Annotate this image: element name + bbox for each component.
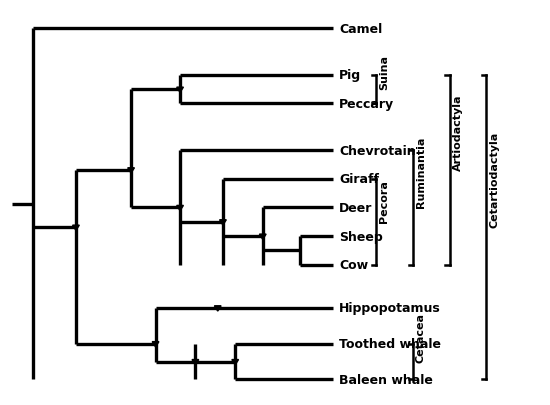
Polygon shape [219, 220, 226, 226]
Text: Chevrotain: Chevrotain [339, 144, 416, 157]
Text: Giraff: Giraff [339, 173, 380, 186]
Polygon shape [152, 342, 159, 347]
Text: Sheep: Sheep [339, 230, 383, 243]
Text: Deer: Deer [339, 201, 373, 214]
Text: Hippopotamus: Hippopotamus [339, 301, 441, 314]
Text: Cetartiodactyla: Cetartiodactyla [490, 132, 499, 228]
Polygon shape [177, 88, 184, 93]
Text: Baleen whale: Baleen whale [339, 373, 433, 386]
Text: Camel: Camel [339, 23, 383, 36]
Polygon shape [128, 168, 134, 174]
Text: Suina: Suina [379, 55, 389, 90]
Text: Pecora: Pecora [379, 179, 389, 222]
Polygon shape [214, 306, 221, 311]
Polygon shape [177, 206, 184, 211]
Polygon shape [232, 360, 239, 365]
Text: Peccary: Peccary [339, 98, 394, 111]
Polygon shape [73, 226, 79, 231]
Polygon shape [192, 360, 199, 365]
Text: Ruminantia: Ruminantia [416, 136, 426, 208]
Text: Toothed whale: Toothed whale [339, 337, 441, 350]
Polygon shape [260, 234, 266, 240]
Text: Cow: Cow [339, 258, 369, 272]
Text: Artiodactyla: Artiodactyla [453, 94, 463, 171]
Text: Pig: Pig [339, 69, 361, 82]
Text: Cetacea: Cetacea [416, 312, 426, 362]
